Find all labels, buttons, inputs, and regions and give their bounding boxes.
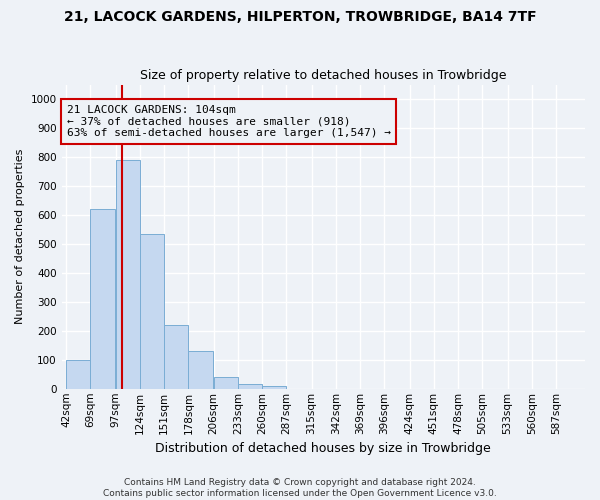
Bar: [91, 209, 115, 389]
Bar: [116, 160, 140, 389]
Bar: [262, 386, 286, 389]
Y-axis label: Number of detached properties: Number of detached properties: [15, 149, 25, 324]
Title: Size of property relative to detached houses in Trowbridge: Size of property relative to detached ho…: [140, 69, 506, 82]
Bar: [66, 360, 90, 389]
Text: 21 LACOCK GARDENS: 104sqm
← 37% of detached houses are smaller (918)
63% of semi: 21 LACOCK GARDENS: 104sqm ← 37% of detac…: [67, 105, 391, 138]
Bar: [140, 234, 164, 389]
X-axis label: Distribution of detached houses by size in Trowbridge: Distribution of detached houses by size …: [155, 442, 491, 455]
Bar: [214, 377, 238, 389]
Bar: [164, 325, 188, 389]
Text: Contains HM Land Registry data © Crown copyright and database right 2024.
Contai: Contains HM Land Registry data © Crown c…: [103, 478, 497, 498]
Text: 21, LACOCK GARDENS, HILPERTON, TROWBRIDGE, BA14 7TF: 21, LACOCK GARDENS, HILPERTON, TROWBRIDG…: [64, 10, 536, 24]
Bar: [238, 384, 262, 389]
Bar: [188, 351, 214, 389]
